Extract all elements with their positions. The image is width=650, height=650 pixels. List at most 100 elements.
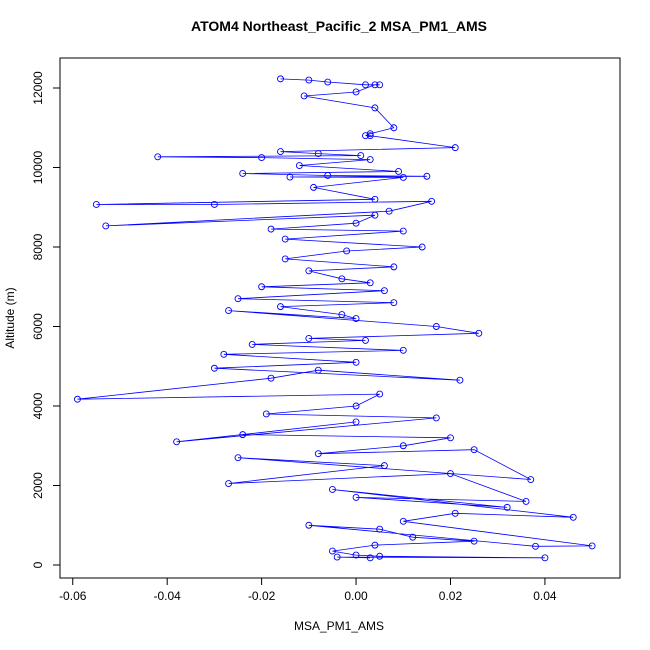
data-point	[352, 402, 360, 410]
data-point	[399, 227, 407, 235]
data-point	[310, 183, 318, 191]
data-point	[366, 130, 374, 138]
data-point	[277, 148, 284, 156]
y-tick-label: 12000	[31, 71, 45, 105]
x-axis-label: MSA_PM1_AMS	[294, 619, 384, 633]
data-point	[343, 247, 351, 255]
data-point	[390, 263, 398, 271]
data-point	[102, 222, 110, 230]
data-point	[173, 438, 181, 446]
data-line	[77, 78, 593, 559]
data-point	[371, 541, 379, 549]
data-point	[532, 542, 539, 550]
data-point	[522, 497, 530, 505]
data-point	[376, 525, 384, 533]
data-point	[385, 207, 393, 215]
data-point	[305, 76, 313, 84]
data-point	[527, 476, 535, 483]
data-point	[286, 173, 294, 181]
data-point	[277, 75, 284, 83]
data-point	[338, 311, 346, 319]
data-point	[314, 150, 322, 158]
y-tick-label: 8000	[31, 233, 45, 260]
data-point	[432, 323, 440, 330]
data-point	[234, 295, 242, 303]
y-tick-label: 0	[31, 561, 45, 568]
y-tick-label: 2000	[31, 472, 45, 499]
data-point	[366, 156, 374, 164]
data-point	[225, 307, 233, 315]
data-point	[470, 537, 478, 545]
data-point	[366, 554, 374, 562]
data-point	[300, 92, 308, 100]
data-point	[262, 410, 270, 418]
y-axis-label: Altitude (m)	[3, 287, 17, 348]
data-point	[281, 235, 289, 243]
data-point	[225, 480, 233, 487]
data-point	[338, 275, 346, 283]
data-point	[92, 201, 100, 208]
data-point	[220, 350, 228, 358]
data-point	[258, 154, 266, 162]
data-point	[234, 454, 242, 462]
data-point	[371, 104, 379, 112]
data-point	[399, 517, 407, 525]
data-point	[588, 542, 596, 550]
data-point	[432, 414, 440, 422]
data-point	[267, 225, 275, 233]
data-point	[352, 88, 360, 96]
data-point	[569, 513, 577, 521]
data-point	[277, 303, 284, 311]
data-point	[456, 376, 464, 384]
data-point	[447, 434, 454, 442]
data-point	[352, 315, 360, 323]
data-point	[390, 124, 398, 132]
data-point	[314, 450, 322, 458]
data-point	[239, 431, 247, 439]
data-point	[74, 395, 81, 403]
x-tick-label: 0.00	[344, 589, 368, 603]
x-tick-label: -0.04	[154, 589, 182, 603]
data-point	[362, 336, 369, 344]
y-tick-label: 10000	[31, 151, 45, 185]
data-point	[447, 470, 454, 478]
data-point	[210, 364, 218, 372]
x-tick-label: 0.02	[439, 589, 463, 603]
data-point	[399, 442, 407, 450]
data-point	[352, 358, 360, 366]
data-point	[154, 153, 162, 161]
data-point	[451, 509, 459, 517]
data-point	[475, 329, 483, 337]
data-point	[357, 152, 365, 160]
data-point	[352, 418, 360, 426]
data-point	[352, 493, 360, 501]
x-tick-label: -0.02	[248, 589, 276, 603]
plot-frame	[59, 57, 621, 579]
data-point	[371, 211, 379, 219]
data-point	[314, 366, 322, 374]
data-point	[395, 168, 402, 175]
data-point	[541, 554, 549, 562]
data-point	[376, 390, 384, 398]
data-point	[376, 552, 384, 560]
data-point	[281, 255, 289, 263]
data-point	[305, 267, 313, 275]
data-point	[328, 486, 336, 493]
data-point	[352, 219, 360, 227]
data-point	[503, 503, 511, 511]
data-point	[362, 132, 369, 140]
data-point	[428, 197, 436, 205]
data-point	[371, 195, 379, 203]
data-point	[423, 172, 431, 180]
data-point	[248, 340, 256, 348]
data-point	[371, 81, 379, 89]
data-point	[305, 334, 313, 342]
data-point	[409, 533, 417, 541]
data-point	[324, 172, 332, 179]
data-point	[399, 346, 407, 354]
data-point	[324, 78, 332, 86]
data-point	[418, 243, 426, 251]
data-point	[305, 521, 313, 529]
data-point	[380, 287, 388, 295]
